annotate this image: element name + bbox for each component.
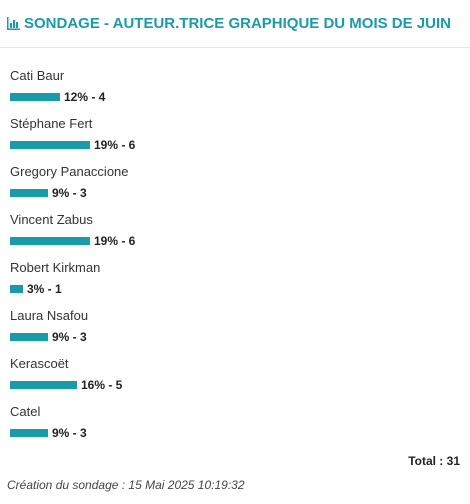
poll-title: SONDAGE - AUTEUR.TRICE GRAPHIQUE DU MOIS…	[24, 15, 451, 32]
poll-option-bar	[10, 333, 48, 341]
poll-option: Robert Kirkman 3% - 1	[10, 250, 460, 298]
poll-option-result-label: 9% - 3	[52, 426, 87, 440]
poll-option-name: Cati Baur	[10, 68, 65, 83]
poll-option-result: 19% - 6	[10, 138, 136, 152]
poll-created-date: Création du sondage : 15 Mai 2025 10:19:…	[7, 478, 245, 492]
poll-option-result-label: 9% - 3	[52, 330, 87, 344]
poll-option-result: 9% - 3	[10, 330, 87, 344]
poll-option-bar	[10, 285, 23, 293]
poll-option: Stéphane Fert 19% - 6	[10, 106, 460, 154]
poll-option: Catel 9% - 3	[10, 394, 460, 442]
poll-options: Cati Baur 12% - 4 Stéphane Fert 19% - 6 Greg…	[10, 58, 460, 442]
poll-option-result: 9% - 3	[10, 186, 87, 200]
poll-option-result: 16% - 5	[10, 378, 123, 392]
poll-option-name: Catel	[10, 404, 41, 419]
poll-option: Vincent Zabus 19% - 6	[10, 202, 460, 250]
poll-option-result-label: 19% - 6	[94, 234, 136, 248]
poll-option-bar	[10, 381, 77, 389]
poll-option-bar	[10, 189, 48, 197]
poll-option-name: Stéphane Fert	[10, 116, 93, 131]
poll-option-result: 9% - 3	[10, 426, 87, 440]
poll-option-name: Gregory Panaccione	[10, 164, 129, 179]
poll-option-result: 3% - 1	[10, 282, 62, 296]
poll-header: SONDAGE - AUTEUR.TRICE GRAPHIQUE DU MOIS…	[0, 0, 470, 48]
poll-option-result-label: 12% - 4	[64, 90, 106, 104]
poll-option-result-label: 16% - 5	[81, 378, 123, 392]
poll-option: Laura Nsafou 9% - 3	[10, 298, 460, 346]
poll-option-result-label: 3% - 1	[27, 282, 62, 296]
poll-option: Kerascoët 16% - 5	[10, 346, 460, 394]
poll-total: Total : 31	[408, 454, 460, 468]
poll-option-bar	[10, 237, 90, 245]
poll-option-bar	[10, 429, 48, 437]
poll-option-bar	[10, 93, 60, 101]
poll-option: Gregory Panaccione 9% - 3	[10, 154, 460, 202]
poll-option-bar	[10, 141, 90, 149]
poll-option-name: Robert Kirkman	[10, 260, 101, 275]
poll-option-result: 12% - 4	[10, 90, 106, 104]
poll-option-name: Kerascoët	[10, 356, 69, 371]
bar-chart-icon	[7, 17, 20, 30]
poll-option-name: Laura Nsafou	[10, 308, 89, 323]
poll-option-result-label: 9% - 3	[52, 186, 87, 200]
poll-option-result-label: 19% - 6	[94, 138, 136, 152]
poll-option-name: Vincent Zabus	[10, 212, 93, 227]
poll-option: Cati Baur 12% - 4	[10, 58, 460, 106]
poll-option-result: 19% - 6	[10, 234, 136, 248]
